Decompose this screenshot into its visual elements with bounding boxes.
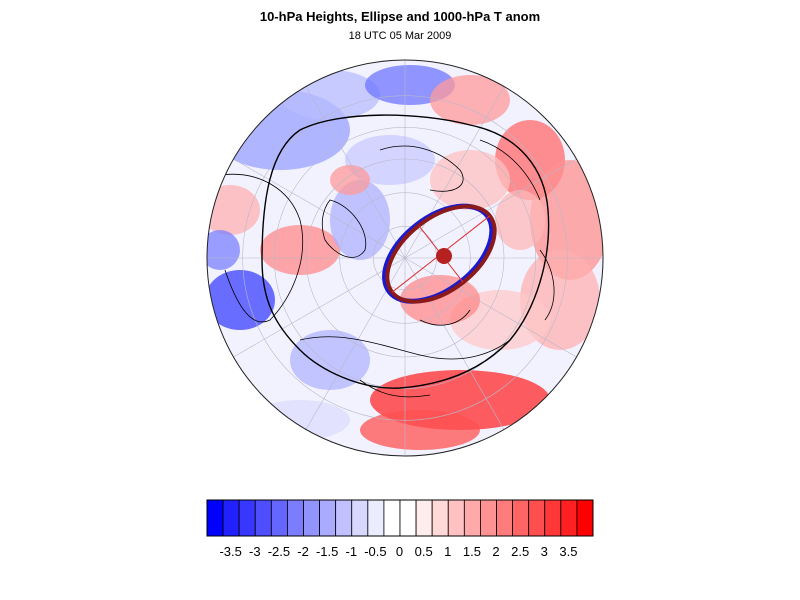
coastline-segment [219,173,304,323]
temperature-anomaly-field [207,60,603,456]
colorbar-tick-label: 2 [492,544,499,559]
coastline-segment [419,309,471,326]
colorbar-box [270,499,288,537]
colorbar-box [512,499,530,537]
colorbar-box [399,499,417,537]
colorbar-tick-label: 1 [444,544,451,559]
colorbar-tick-label: -3 [249,544,261,559]
chart-title: 10-hPa Heights, Ellipse and 1000-hPa T a… [259,9,541,24]
graticule [207,60,603,456]
colorbar-box [383,499,401,537]
colorbar-box [206,499,224,537]
anomaly-region [495,190,545,250]
anomaly-region [207,270,275,330]
coastlines [219,139,555,398]
colorbar-box [351,499,369,537]
colorbar-tick-label: -1 [346,544,358,559]
anomaly-region [360,410,480,450]
colorbar-box [335,499,353,537]
anomaly-region [400,275,480,325]
meridian-line [404,257,505,430]
anomaly-region [290,330,370,390]
polar-map [206,59,604,457]
colorbar-tick-label: 0.5 [415,544,433,559]
colorbar-box [544,499,562,537]
coastline-segment [539,249,555,321]
globe-outline [206,59,604,457]
colorbar-frame [206,499,594,537]
colorbar-box [254,499,272,537]
anomaly-region [430,75,510,125]
meridian-line [404,257,577,358]
meridian-line [404,158,577,259]
colorbar-box [496,499,513,537]
colorbar-tick-label: 2.5 [511,544,529,559]
colorbar-tick-label: 3 [541,544,548,559]
colorbar-box [576,499,594,537]
colorbar-box [287,499,304,537]
coastline-segment [299,336,511,360]
colorbar-box [238,499,256,537]
colorbar-box [222,499,240,537]
colorbar-box [480,499,497,537]
coastline-segment [379,145,464,192]
coastline-segment [479,139,541,201]
anomaly-region [260,225,340,275]
colorbar-tick-label: -3.5 [219,544,241,559]
colorbar-box [303,499,320,537]
colorbar-tick-label: 3.5 [559,544,577,559]
ellipse-centroid [436,248,452,264]
colorbar-box [560,499,578,537]
meridian-line [233,257,406,358]
colorbar-tick-label: 0 [396,544,403,559]
coastline-segment [359,379,431,398]
anomaly-region [207,230,240,270]
colorbar-tick-label: -2.5 [268,544,290,559]
anomaly-region [430,150,510,210]
anomaly-region [530,160,603,280]
meridian-line [233,158,406,259]
vortex-ellipse [382,203,497,304]
colorbar-box [431,499,449,537]
colorbar-tick-label: -0.5 [364,544,386,559]
chart-subtitle: 18 UTC 05 Mar 2009 [348,30,452,42]
colorbar-box [319,499,337,537]
colorbar-box [367,499,385,537]
colorbar-box [528,499,546,537]
colorbar-tick-label: -2 [297,544,309,559]
colorbar-box [463,499,481,537]
height-contour [261,114,550,389]
colorbar-tick-label: 1.5 [463,544,481,559]
colorbar-box [415,499,433,537]
anomaly-region [330,165,370,195]
colorbar-box [447,499,465,537]
coastline-segment [321,199,367,258]
colorbar-tick-label: -1.5 [316,544,338,559]
meridian-line [305,86,406,259]
